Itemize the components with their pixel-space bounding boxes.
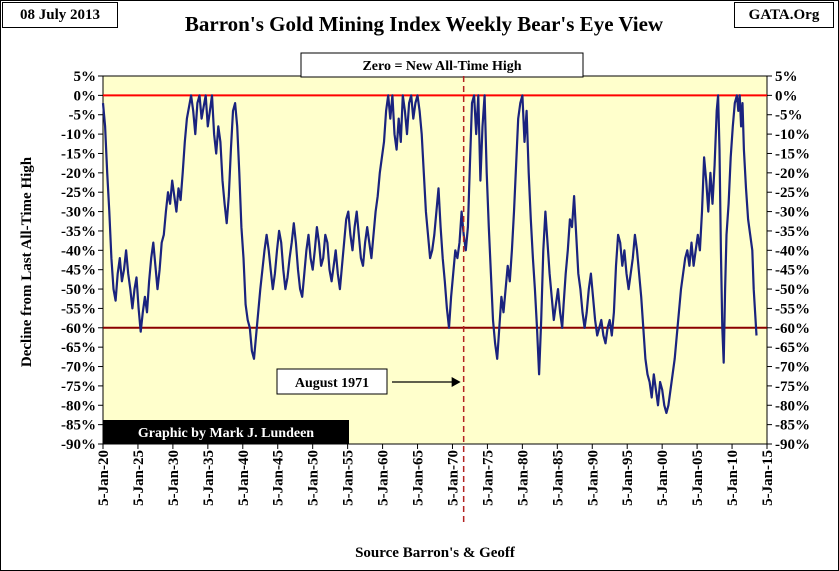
y-tick-label: -30% — [61, 205, 96, 221]
x-tick-label: 5-Jan-15 — [760, 450, 776, 506]
x-tick-label: 5-Jan-75 — [480, 450, 496, 506]
zero-label: Zero = New All-Time High — [362, 59, 521, 74]
y-tick-label: -10% — [61, 127, 96, 143]
x-tick-label: 5-Jan-35 — [201, 450, 217, 506]
y-tick-label: -40% — [775, 243, 810, 259]
x-tick-label: 5-Jan-10 — [725, 450, 741, 506]
date-label: 08 July 2013 — [2, 2, 118, 28]
y-tick-label: 5% — [775, 69, 798, 85]
y-tick-label: -15% — [61, 146, 96, 162]
y-tick-label: -30% — [775, 205, 810, 221]
x-tick-label: 5-Jan-90 — [585, 450, 601, 506]
y-tick-label: -20% — [775, 166, 810, 182]
credit-box — [103, 420, 349, 444]
y-tick-label: -50% — [61, 282, 96, 298]
y-tick-label: 5% — [74, 69, 97, 85]
x-tick-label: 5-Jan-80 — [515, 450, 531, 506]
x-axis-label: Source Barron's & Geoff — [355, 545, 516, 561]
y-tick-label: -35% — [775, 224, 810, 240]
y-tick-label: 0% — [775, 88, 798, 104]
y-tick-label: -5% — [775, 108, 803, 124]
y-tick-label: -25% — [775, 185, 810, 201]
x-tick-label: 5-Jan-45 — [271, 450, 287, 506]
y-tick-label: -75% — [61, 379, 96, 395]
y-tick-label: -70% — [775, 360, 810, 376]
x-tick-label: 5-Jan-70 — [445, 450, 461, 506]
y-tick-label: -55% — [775, 301, 810, 317]
x-tick-label: 5-Jan-55 — [341, 450, 357, 506]
y-tick-label: -90% — [775, 437, 810, 453]
y-tick-label: -10% — [775, 127, 810, 143]
y-tick-label: 0% — [74, 88, 97, 104]
y-tick-label: -15% — [775, 146, 810, 162]
y-tick-label: -65% — [775, 340, 810, 356]
y-tick-label: -60% — [61, 321, 96, 337]
x-tick-label: 5-Jan-00 — [655, 450, 671, 506]
y-tick-label: -85% — [61, 418, 96, 434]
y-tick-label: -35% — [61, 224, 96, 240]
y-tick-label: -20% — [61, 166, 96, 182]
y-tick-label: -80% — [61, 398, 96, 414]
x-tick-label: 5-Jan-05 — [690, 450, 706, 506]
y-tick-label: -75% — [775, 379, 810, 395]
chart-title: Barron's Gold Mining Index Weekly Bear's… — [184, 12, 664, 36]
y-tick-label: -90% — [61, 437, 96, 453]
x-tick-label: 5-Jan-50 — [306, 450, 322, 506]
y-tick-label: -40% — [61, 243, 96, 259]
credit-label: Graphic by Mark J. Lundeen — [138, 426, 314, 441]
x-tick-label: 5-Jan-40 — [236, 450, 252, 506]
y-tick-label: -45% — [775, 263, 810, 279]
y-tick-label: -65% — [61, 340, 96, 356]
y-axis-label: Decline from Last All-Time High — [19, 156, 35, 367]
y-tick-label: -70% — [61, 360, 96, 376]
x-tick-label: 5-Jan-25 — [131, 450, 147, 506]
y-tick-label: -80% — [775, 398, 810, 414]
y-tick-label: -25% — [61, 185, 96, 201]
plot-area — [102, 75, 768, 445]
y-tick-label: -50% — [775, 282, 810, 298]
x-tick-label: 5-Jan-65 — [411, 450, 427, 506]
site-label: GATA.Org — [734, 2, 834, 28]
x-tick-label: 5-Jan-95 — [620, 450, 636, 506]
y-tick-label: -85% — [775, 418, 810, 434]
x-tick-label: 5-Jan-30 — [166, 450, 182, 506]
y-tick-label: -45% — [61, 263, 96, 279]
arrow-head — [451, 377, 461, 387]
y-tick-label: -60% — [775, 321, 810, 337]
august-1971-label-box — [276, 368, 388, 395]
y-tick-label: -55% — [61, 301, 96, 317]
x-tick-label: 5-Jan-60 — [376, 450, 392, 506]
series-line — [101, 94, 758, 415]
august-1971-label: August 1971 — [295, 376, 369, 391]
x-tick-label: 5-Jan-20 — [96, 450, 112, 506]
x-tick-label: 5-Jan-85 — [550, 450, 566, 506]
y-tick-label: -5% — [69, 108, 97, 124]
zero-label-box — [300, 52, 584, 78]
